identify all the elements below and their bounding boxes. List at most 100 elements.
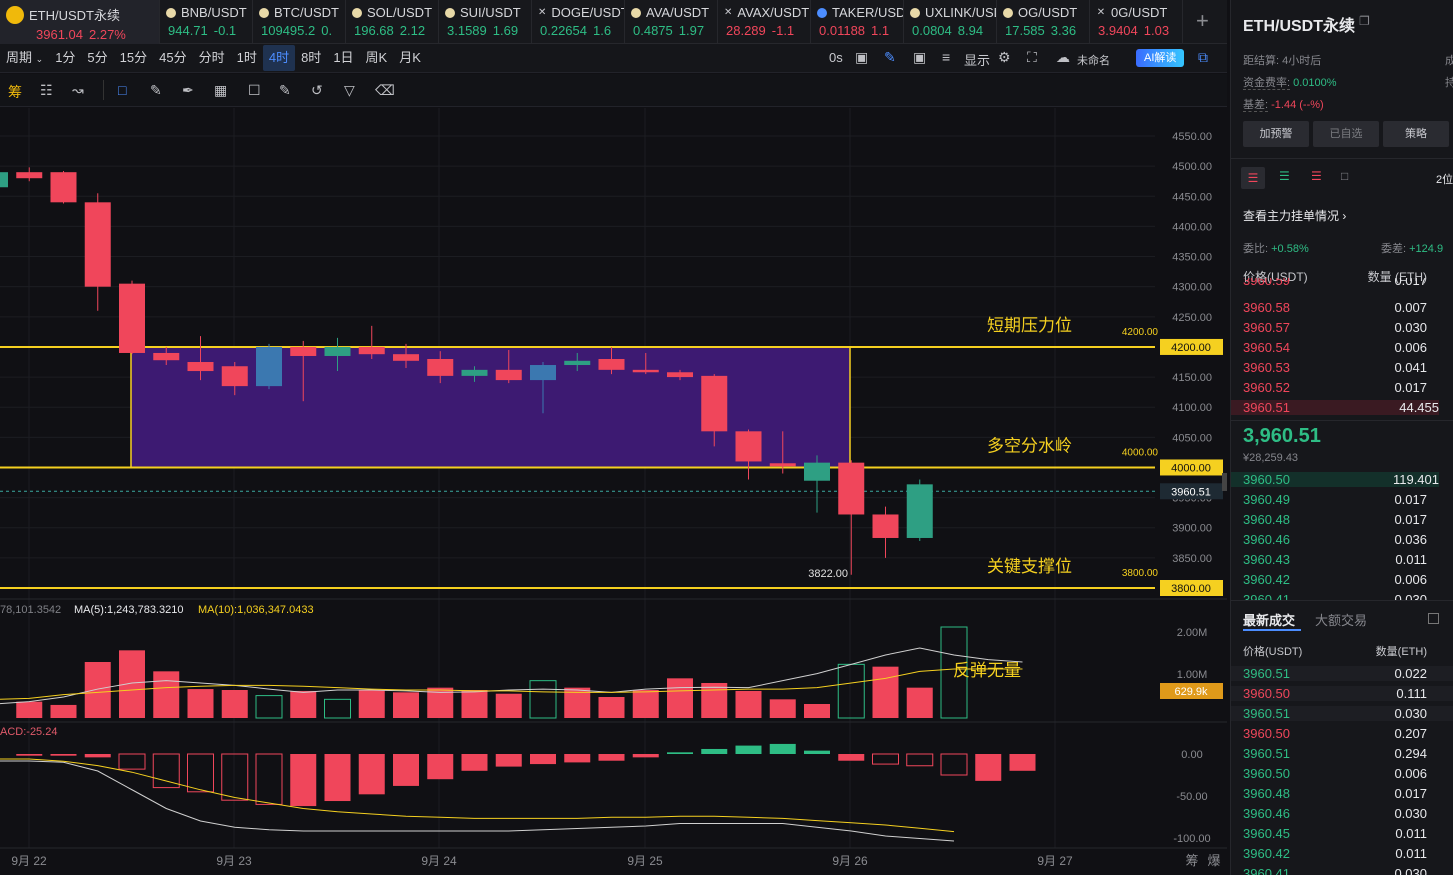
symbol-tab[interactable]: OG/USDT 17.585 3.36 [997,0,1090,44]
settings-icon[interactable]: ⚙ [998,49,1011,65]
symbol-tab[interactable]: UXLINK/USDT 0.0804 8.94 [904,0,997,44]
trades-row[interactable]: 3960.41 0.030 [1243,866,1427,875]
candle-body [393,354,419,361]
volume-bar [872,666,899,718]
axis-handle[interactable] [1222,473,1227,491]
symbol-tab[interactable]: ETH/USDT永续 3961.04 2.27% [0,0,160,44]
cursor-icon[interactable]: □ [118,82,127,98]
asks-row[interactable]: 3960.57 0.030 [1243,320,1427,335]
asks-row[interactable]: 3960.51 44.455 [1231,400,1439,415]
orderbook-asks-icon[interactable]: ☰ [1311,169,1322,183]
ruler-icon[interactable]: ✎ [150,82,162,98]
trades-row[interactable]: 3960.51 0.022 [1231,666,1453,681]
trades-row[interactable]: 3960.51 0.294 [1243,746,1427,761]
crop-icon[interactable]: ▣ [913,49,927,65]
bids-row[interactable]: 3960.46 0.036 [1243,532,1427,547]
ai-interpret-button[interactable]: AI解读 [1136,49,1185,67]
asks-row[interactable]: 3960.54 0.006 [1243,340,1427,355]
asks-row[interactable]: 3960.59 0.017 [1243,278,1427,288]
timeframe-6[interactable]: 4时 [262,45,296,71]
macd-bar [187,753,214,793]
trades-row[interactable]: 3960.50 0.111 [1231,686,1453,701]
draw-pen-icon[interactable]: ✎ [884,49,896,65]
trash-icon[interactable]: ⌫ [375,82,395,98]
period-dropdown[interactable]: 周期 ⌄ [0,45,49,71]
volume-annotation: 反弹无量 [953,661,1021,680]
copy-icon[interactable]: ❐ [1359,14,1370,28]
depth-link[interactable]: 查看主力挂单情况 › [1243,207,1346,224]
compare-icon[interactable]: ↝ [72,82,84,98]
symbol-tab[interactable]: BNB/USDT 944.71 -0.1 [160,0,253,44]
filter-icon[interactable]: ▽ [344,82,355,98]
symbol-tab[interactable]: SOL/USDT 196.68 2.12 [346,0,439,44]
orderbook-both-icon[interactable]: ☰ [1241,167,1265,189]
bids-row[interactable]: 3960.48 0.017 [1243,512,1427,527]
strategy-button[interactable]: 策略 [1383,121,1449,147]
favorited-button[interactable]: 已自选 [1313,121,1379,147]
magnet-icon[interactable]: ↺ [311,82,323,98]
bids-row[interactable]: 3960.42 0.006 [1243,572,1427,587]
asks-row[interactable]: 3960.58 0.007 [1243,300,1427,315]
lock-icon[interactable]: ☐ [248,82,261,98]
trades-row[interactable]: 3960.45 0.011 [1243,826,1427,841]
timeframe-7[interactable]: 8时 [301,50,322,65]
bids-row[interactable]: 3960.50 119.401 [1231,472,1439,487]
bids-row[interactable]: 3960.43 0.011 [1243,552,1427,567]
brush-icon[interactable]: ✒ [182,82,194,98]
candle-tool-icon[interactable]: ▦ [214,82,228,98]
list-icon[interactable]: ≡ [942,49,951,65]
asks-row[interactable]: 3960.52 0.017 [1243,380,1427,395]
tab-latest-trades[interactable]: 最新成交 [1243,613,1296,628]
timeframe-5[interactable]: 1时 [236,50,257,65]
timeframe-10[interactable]: 月K [399,50,421,65]
share-icon[interactable]: ⧉ [1198,49,1208,65]
symbol-tab[interactable]: ✕ 0G/USDT 3.9404 1.03 [1090,0,1183,44]
depth-precision[interactable]: 2位 [1436,174,1453,186]
symbol-tab[interactable]: BTC/USDT 109495.2 0. [253,0,346,44]
symbol-tab[interactable]: AVA/USDT 0.4875 1.97 [625,0,718,44]
price-chart[interactable]: 4550.00 4500.00 4450.00 4400.00 4350.00 4300.… [0,108,1227,875]
timeframe-9[interactable]: 周K [365,50,388,65]
bids-row[interactable]: 3960.41 0.030 [1243,592,1427,601]
indicator-icon[interactable]: ☷ [40,82,53,98]
row-qty: 0.017 [1394,278,1427,288]
trades-row[interactable]: 3960.50 0.006 [1243,766,1427,781]
timeframe-3[interactable]: 45分 [159,50,187,65]
trades-row[interactable]: 3960.46 0.030 [1243,806,1427,821]
display-button[interactable]: 显示 [964,53,991,68]
filter-checkbox[interactable] [1428,613,1439,624]
funding-value: 0.0100% [1293,77,1337,89]
chip-distribution-button[interactable]: 筹 [8,84,22,100]
bids-row[interactable]: 3960.49 0.017 [1243,492,1427,507]
row-price: 3960.50 [1243,472,1290,487]
trades-row[interactable]: 3960.50 0.207 [1243,726,1427,741]
orderbook-depth-icon[interactable]: □ [1341,169,1349,183]
timeframe-4[interactable]: 分时 [198,50,225,65]
timeframe-0[interactable]: 1分 [55,50,76,65]
divider [1231,158,1453,159]
trades-row[interactable]: 3960.42 0.011 [1243,846,1427,861]
symbol-tab[interactable]: ✕ DOGE/USDT 0.22654 1.6 [532,0,625,44]
divider [1231,420,1453,421]
symbol-tab[interactable]: TAKER/USDT 0.01188 1.1 [811,0,904,44]
layout-name[interactable]: 未命名 [1077,55,1110,67]
symbol-tab[interactable]: ✕ AVAX/USDT 28.289 -1.1 [718,0,811,44]
fullscreen-icon[interactable]: ⛶ [1027,49,1037,65]
symbol-tab[interactable]: SUI/USDT 3.1589 1.69 [439,0,532,44]
trades-row[interactable]: 3960.51 0.030 [1231,706,1453,721]
tab-price: 0.22654 [540,23,587,38]
add-alert-button[interactable]: 加预警 [1243,121,1309,147]
camera-icon[interactable]: ▣ [855,49,869,65]
orderbook-bids-icon[interactable]: ☰ [1279,169,1290,183]
candle-body [564,360,591,366]
timeframe-2[interactable]: 15分 [119,50,148,65]
add-tab-button[interactable]: + [1196,8,1209,33]
tab-large-trades[interactable]: 大额交易 [1315,613,1368,628]
asks-row[interactable]: 3960.53 0.041 [1243,360,1427,375]
note-icon[interactable]: ✎ [279,82,291,98]
diff-value: +124.9 [1409,243,1444,255]
level-tag-label: 3800.00 [1171,583,1211,595]
timeframe-1[interactable]: 5分 [87,50,108,65]
timeframe-8[interactable]: 1日 [333,50,354,65]
trades-row[interactable]: 3960.48 0.017 [1243,786,1427,801]
